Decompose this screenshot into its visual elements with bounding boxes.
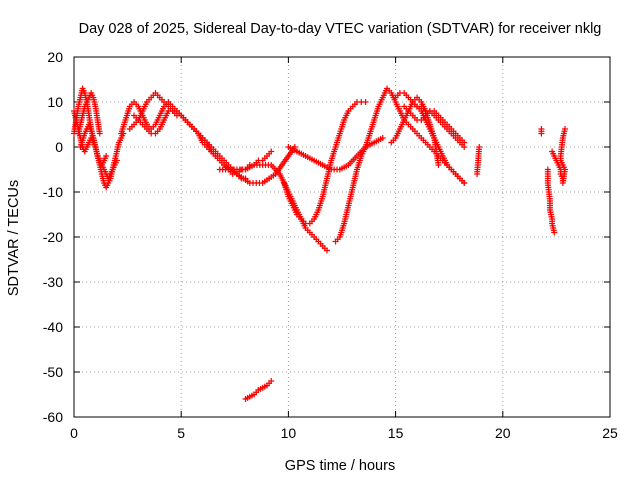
chart-title: Day 028 of 2025, Sidereal Day-to-day VTE…: [79, 21, 602, 37]
data-point: [96, 130, 103, 137]
y-tick-label: -30: [43, 274, 63, 290]
y-tick-label: 10: [47, 94, 63, 110]
y-tick-label: -60: [43, 409, 63, 425]
data-point: [113, 157, 120, 164]
y-axis-label: SDTVAR / TECUs: [6, 180, 22, 296]
x-tick-label: 15: [388, 425, 404, 441]
data-point: [323, 247, 330, 254]
y-tick-label: -20: [43, 229, 63, 245]
y-tick-label: 20: [47, 49, 63, 65]
y-tick-label: -40: [43, 319, 63, 335]
data-point: [476, 144, 483, 150]
x-axis-label: GPS time / hours: [285, 458, 395, 474]
y-tick-label: -50: [43, 364, 63, 380]
x-tick-label: 25: [602, 425, 618, 441]
x-tick-label: 20: [495, 425, 511, 441]
data-point: [379, 135, 386, 141]
data-points: [71, 85, 568, 402]
y-tick-label: 0: [55, 139, 63, 155]
x-tick-label: 0: [70, 425, 78, 441]
data-point: [103, 153, 110, 159]
data-point: [461, 180, 468, 186]
y-tick-label: -10: [43, 184, 63, 200]
data-point: [268, 148, 275, 155]
data-point: [461, 144, 468, 150]
axis-ticks: 0 5 10 15 20 25 -60 -50 -40 -30 -20 -10 0 10 20: [43, 49, 618, 441]
x-tick-label: 10: [281, 425, 297, 441]
data-point: [551, 229, 558, 236]
data-point: [435, 162, 442, 168]
data-point: [538, 126, 545, 132]
data-point: [561, 126, 568, 132]
x-tick-label: 5: [177, 425, 185, 441]
data-point: [362, 99, 369, 105]
data-point: [268, 378, 275, 384]
